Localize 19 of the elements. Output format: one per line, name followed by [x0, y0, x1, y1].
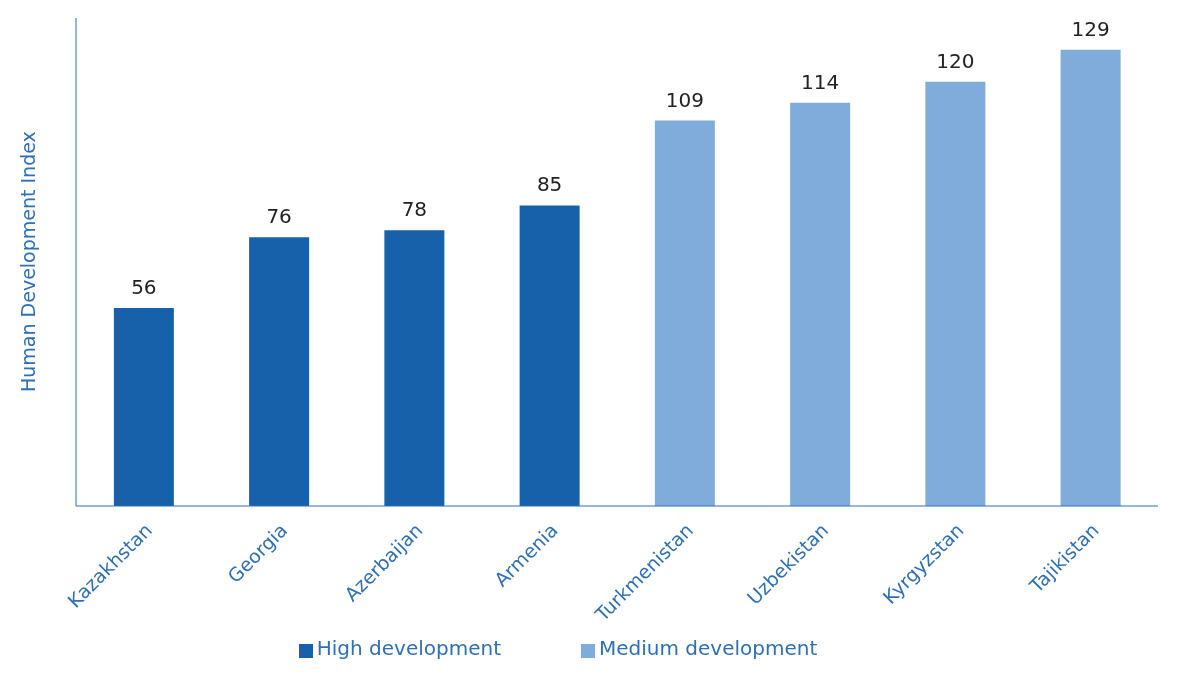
data-label: 129 — [1071, 16, 1110, 41]
data-label: 114 — [801, 69, 840, 94]
data-label: 109 — [665, 87, 704, 112]
bar — [654, 120, 715, 506]
bar — [790, 102, 851, 506]
data-label: 56 — [131, 274, 157, 299]
bar — [925, 81, 986, 506]
data-label: 120 — [936, 48, 975, 73]
data-label: 78 — [401, 197, 428, 222]
legend-label: High development — [316, 636, 501, 660]
data-label: 76 — [266, 204, 292, 229]
bar — [113, 307, 174, 506]
bar — [519, 205, 580, 506]
bar — [384, 230, 445, 506]
data-label: 85 — [536, 172, 563, 197]
bar — [249, 237, 310, 506]
bar — [1060, 49, 1121, 506]
y-axis-title: Human Development Index — [16, 131, 39, 392]
legend-label: Medium development — [599, 636, 818, 660]
